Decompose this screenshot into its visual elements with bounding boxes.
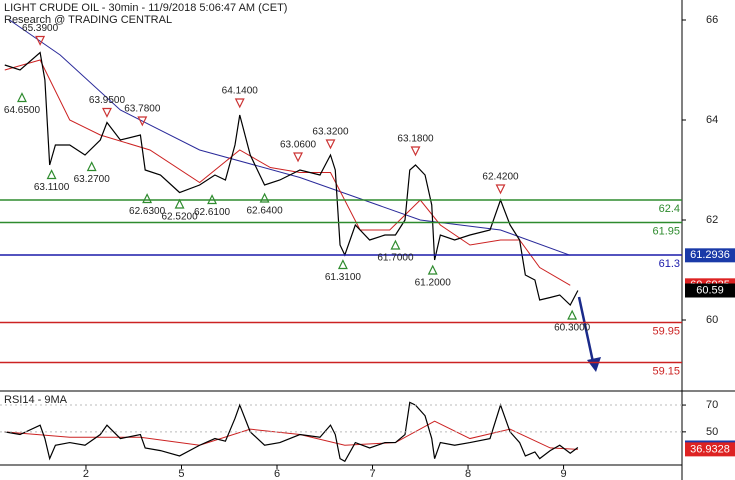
pivot-label: 63.0600 xyxy=(280,140,317,151)
level-label: 61.3 xyxy=(659,258,680,270)
low-marker xyxy=(46,169,57,180)
y-tick-label: 64 xyxy=(706,114,718,126)
low-marker xyxy=(427,264,438,275)
pivot-label: 65.3900 xyxy=(22,23,59,34)
pivot-label: 63.3200 xyxy=(312,127,349,138)
price-line xyxy=(4,51,579,306)
ma-line xyxy=(9,19,571,256)
price-tag xyxy=(685,248,735,263)
y-tick-label: 50 xyxy=(706,426,718,438)
ma-line xyxy=(4,59,571,286)
pivot-label: 63.1100 xyxy=(34,182,70,193)
x-tick-label: 2 xyxy=(83,468,89,480)
low-marker xyxy=(86,161,97,172)
pivot-label: 63.1800 xyxy=(397,134,434,145)
low-marker xyxy=(207,194,218,205)
high-marker xyxy=(102,107,112,118)
pivot-label: 64.6500 xyxy=(4,105,41,116)
low-marker xyxy=(390,239,401,250)
high-marker xyxy=(35,35,46,46)
x-tick-label: 9 xyxy=(560,468,566,480)
low-marker xyxy=(337,259,348,270)
x-tick-label: 8 xyxy=(465,468,471,480)
pivot-label: 62.5200 xyxy=(161,212,198,223)
high-marker xyxy=(495,184,506,195)
high-marker xyxy=(325,139,336,150)
ma-line xyxy=(4,420,578,450)
pivot-label: 62.4200 xyxy=(482,172,519,183)
low-marker xyxy=(142,193,153,204)
level-label: 62.4 xyxy=(659,203,680,215)
arrow-shaft xyxy=(577,296,595,363)
price-tag xyxy=(685,442,735,457)
x-tick-label: 6 xyxy=(274,468,280,480)
high-marker xyxy=(234,98,245,109)
panel-title: RSI14 - 9MA xyxy=(4,394,68,406)
y-tick-label: 66 xyxy=(706,14,718,26)
pivot-label: 64.1400 xyxy=(222,86,259,97)
arrow-head xyxy=(587,357,601,372)
level-label: 59.15 xyxy=(652,365,680,377)
chart-subtitle: Research @ TRADING CENTRAL xyxy=(4,14,172,26)
price-tag xyxy=(685,283,735,298)
price-line xyxy=(4,401,579,463)
level-label: 61.95 xyxy=(652,225,680,237)
low-marker xyxy=(174,198,185,209)
pivot-label: 62.6300 xyxy=(129,206,166,217)
high-marker xyxy=(293,152,303,163)
price-tag-label: 60.59 xyxy=(696,284,724,296)
high-marker xyxy=(137,116,148,127)
level-label: 59.95 xyxy=(652,325,680,337)
price-tag-label: 36.9328 xyxy=(690,443,730,455)
pivot-label: 61.2000 xyxy=(415,278,452,289)
forecast-arrow xyxy=(577,296,601,372)
pivot-label: 63.7800 xyxy=(124,104,161,115)
y-tick-label: 60 xyxy=(706,314,718,326)
pivot-label: 63.2700 xyxy=(74,174,111,185)
price-tag-label: 61.2936 xyxy=(690,249,730,261)
x-tick-label: 5 xyxy=(178,468,184,480)
low-marker xyxy=(16,92,27,103)
low-marker xyxy=(259,192,270,203)
y-tick-label: 70 xyxy=(706,399,718,411)
plot-area xyxy=(4,19,579,306)
pivot-label: 62.6400 xyxy=(247,206,284,217)
x-tick-label: 7 xyxy=(369,468,375,480)
pivot-label: 62.6100 xyxy=(194,207,231,218)
pivot-label: 63.9500 xyxy=(89,95,126,106)
plot-area xyxy=(4,401,579,463)
low-marker xyxy=(567,309,578,320)
high-marker xyxy=(410,146,421,157)
y-tick-label: 62 xyxy=(706,214,718,226)
pivot-label: 61.3100 xyxy=(325,272,362,283)
pivot-label: 60.3000 xyxy=(554,323,591,334)
pivot-label: 61.7000 xyxy=(377,253,414,264)
chart-title: LIGHT CRUDE OIL - 30min - 11/9/2018 5:06… xyxy=(4,2,287,14)
